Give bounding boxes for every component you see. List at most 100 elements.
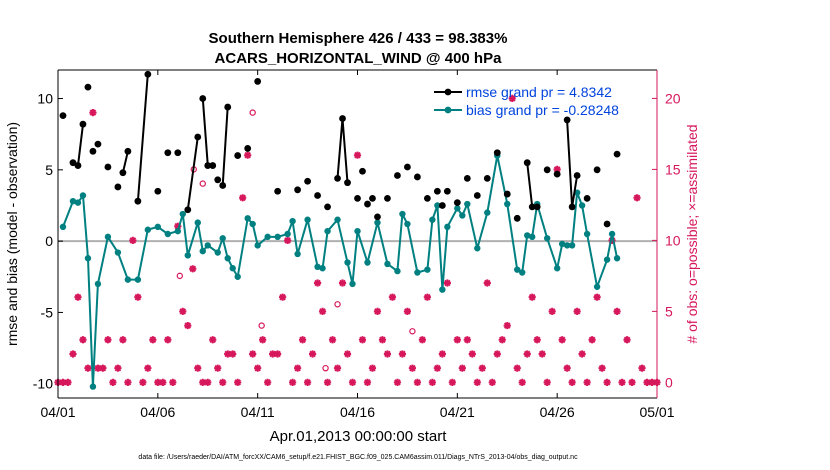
bias-point — [563, 242, 571, 249]
bias-point — [224, 255, 231, 262]
rmse-point — [154, 187, 162, 195]
obs-assimilated-marker — [94, 364, 102, 372]
obs-assimilated-marker — [508, 94, 516, 102]
obs-assimilated-marker — [568, 378, 576, 386]
obs-assimilated-marker — [388, 293, 397, 301]
obs-assimilated-marker — [373, 307, 382, 315]
obs-assimilated-marker — [179, 307, 187, 315]
obs-assimilated-marker — [318, 307, 327, 315]
rmse-point — [404, 163, 411, 171]
rmse-point — [374, 213, 381, 221]
bias-point — [454, 205, 461, 212]
obs-assimilated-marker — [628, 378, 636, 386]
obs-assimilated-marker — [513, 364, 521, 372]
bias-point — [249, 220, 256, 228]
y-tick-label-right: 15 — [665, 161, 681, 177]
obs-assimilated-marker — [124, 378, 132, 386]
bias-point — [583, 230, 591, 238]
obs-assimilated-marker — [433, 364, 441, 372]
obs-assimilated-marker — [169, 378, 177, 386]
bias-point — [344, 259, 351, 266]
rmse-point — [568, 203, 576, 211]
obs-assimilated-marker — [174, 222, 182, 230]
bias-point — [434, 202, 441, 209]
legend-label: rmse grand pr = 4.8342 — [466, 84, 612, 100]
rmse-point — [79, 120, 87, 128]
rmse-point — [528, 203, 536, 211]
bias-point — [84, 255, 92, 262]
bias-point — [429, 216, 436, 223]
bias-point — [439, 286, 446, 293]
obs-possible-marker — [322, 364, 329, 372]
chart-title-line-1: Southern Hemisphere 426 / 433 = 98.383% — [209, 30, 508, 47]
obs-assimilated-marker — [129, 236, 137, 244]
obs-assimilated-marker — [593, 293, 601, 301]
obs-assimilated-marker — [323, 378, 332, 386]
rmse-point — [438, 202, 446, 209]
rmse-point — [304, 177, 311, 185]
obs-assimilated-marker — [199, 378, 207, 386]
obs-assimilated-marker — [383, 350, 392, 358]
obs-assimilated-marker — [338, 279, 347, 287]
bias-point — [519, 269, 526, 276]
obs-assimilated-marker — [269, 350, 277, 358]
y-axis-label-left: rmse and bias (model - observation) — [4, 122, 20, 346]
bias-point — [244, 215, 251, 222]
obs-assimilated-marker — [104, 336, 112, 344]
bias-point — [174, 227, 181, 235]
bias-point — [514, 266, 521, 273]
rmse-point — [573, 172, 581, 179]
obs-assimilated-marker — [353, 151, 362, 159]
rmse-point — [164, 149, 172, 157]
bias-point — [204, 242, 211, 249]
bias-point — [184, 252, 191, 259]
obs-assimilated-marker — [428, 378, 436, 386]
obs-assimilated-marker — [289, 378, 297, 386]
obs-assimilated-marker — [333, 364, 342, 372]
bias-point — [289, 217, 296, 225]
obs-assimilated-marker — [468, 350, 476, 358]
y-tick-label-left: 10 — [37, 91, 53, 107]
obs-assimilated-marker — [59, 378, 67, 386]
obs-assimilated-marker — [194, 364, 202, 372]
rmse-point — [423, 194, 431, 202]
rmse-point — [199, 95, 207, 102]
rmse-point — [84, 83, 92, 91]
obs-assimilated-marker — [378, 336, 387, 344]
bias-point — [194, 219, 201, 226]
x-axis-label: Apr.01,2013 00:00:00 start — [270, 428, 448, 445]
bias-point — [464, 200, 471, 208]
obs-assimilated-marker — [393, 378, 402, 386]
x-tick-label: 04/26 — [540, 404, 575, 420]
rmse-point — [384, 194, 391, 202]
rmse-series-line — [221, 107, 229, 186]
bias-point — [474, 245, 481, 252]
bias-point — [179, 210, 186, 218]
obs-assimilated-marker — [483, 279, 491, 287]
bias-point — [394, 267, 401, 275]
obs-assimilated-marker — [64, 378, 72, 386]
obs-assimilated-marker — [274, 350, 282, 358]
legend-label: bias grand pr = -0.28248 — [466, 102, 619, 118]
chart-title-line-2: ACARS_HORIZONTAL_WIND @ 400 hPa — [215, 50, 503, 67]
rmse-point — [274, 187, 282, 195]
rmse-point — [394, 172, 401, 179]
bias-point — [114, 249, 122, 256]
bias-point — [553, 265, 561, 272]
obs-assimilated-marker — [259, 336, 267, 344]
obs-assimilated-marker — [224, 350, 232, 358]
obs-possible-marker — [249, 109, 256, 116]
bias-point — [264, 233, 271, 241]
rmse-point — [324, 203, 331, 211]
obs-assimilated-marker — [533, 336, 541, 344]
obs-assimilated-marker — [363, 378, 372, 386]
bias-point — [399, 210, 406, 218]
y-tick-label-left: 0 — [45, 233, 53, 249]
bias-point — [164, 230, 172, 238]
bias-point — [613, 255, 621, 262]
y-tick-label-right: 20 — [665, 90, 681, 106]
rmse-point — [503, 190, 511, 198]
rmse-point — [593, 166, 601, 174]
obs-assimilated-marker — [249, 350, 257, 358]
